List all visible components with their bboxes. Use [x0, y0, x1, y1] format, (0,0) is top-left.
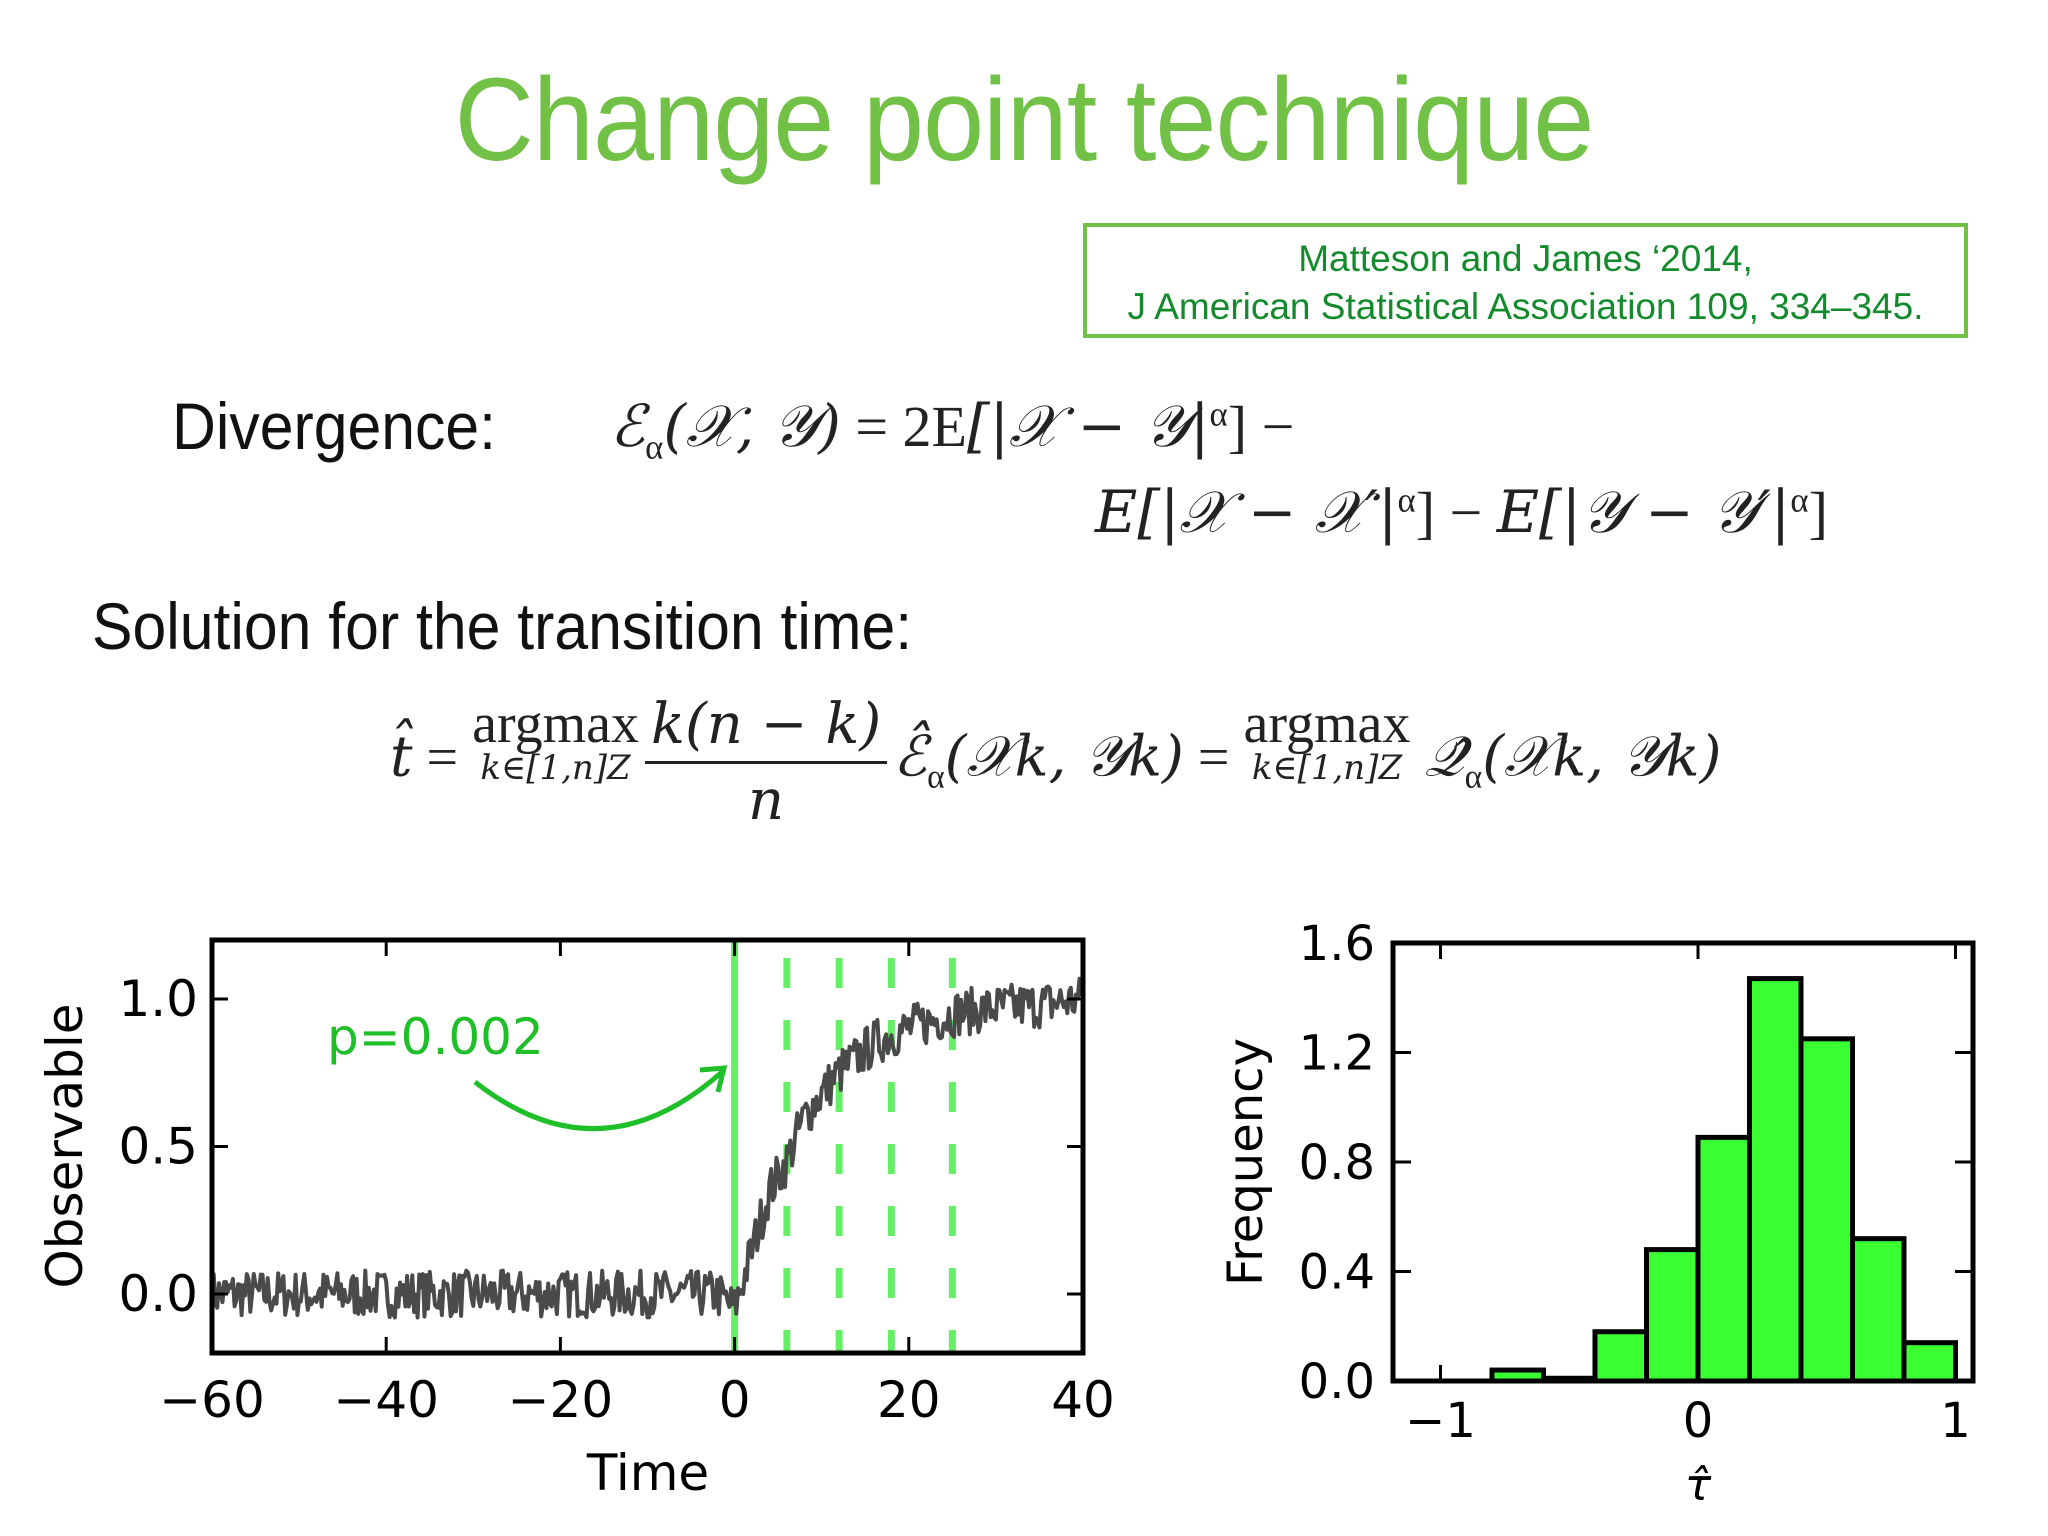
x-tick-label: 40: [1051, 1371, 1115, 1429]
axis-ticks: −1 0 1 0.0 0.4 0.8 1.2 1.6: [1299, 916, 1973, 1449]
axis-ticks: −60 −40 −20 0 20 40 0.0 0.5 1.0: [118, 940, 1115, 1429]
histogram-bar: [1695, 1134, 1752, 1384]
x-tick-label: −40: [333, 1371, 439, 1429]
divergence-formula-line-2: E[|𝒳 − 𝒳′|α] − E[|𝒴 − 𝒴′|α]: [1095, 478, 1828, 546]
citation-box: Matteson and James ‘2014, J American Sta…: [1083, 223, 1968, 338]
histogram-chart: −1 0 1 0.0 0.4 0.8 1.2 1.6 τ̂ Frequency: [1218, 916, 1976, 1511]
histogram-bar: [1747, 976, 1804, 1384]
y-tick-label: 0.0: [118, 1265, 198, 1323]
citation-line-2: J American Statistical Association 109, …: [1127, 286, 1924, 327]
divergence-label: Divergence:: [172, 389, 496, 463]
x-tick-label: 0: [1683, 1393, 1714, 1449]
change-point-lines: [731, 940, 956, 1353]
x-axis-label: Time: [586, 1444, 709, 1502]
time-series-chart: −60 −40 −20 0 20 40 0.0 0.5 1.0 p=0.002 Time Obs…: [36, 937, 1115, 1502]
arrow-head-icon: [699, 1065, 728, 1093]
histogram-bar: [1798, 1036, 1855, 1384]
y-axis-label: Observable: [36, 1003, 94, 1288]
slide-title: Change point technique: [454, 54, 1595, 186]
observable-series: [210, 976, 1084, 1320]
x-tick-label: −60: [159, 1371, 265, 1429]
solution-label: Solution for the transition time:: [92, 589, 913, 663]
histogram-bar: [1644, 1247, 1701, 1384]
y-tick-label: 0.4: [1299, 1245, 1375, 1301]
x-tick-label: −1: [1405, 1393, 1476, 1449]
histogram-bar: [1901, 1340, 1958, 1384]
y-tick-label: 1.0: [118, 970, 198, 1028]
x-axis-label: τ̂: [1685, 1460, 1712, 1511]
x-tick-label: 1: [1940, 1393, 1971, 1449]
x-tick-label: 0: [719, 1371, 751, 1429]
solution-formula: t̂ = argmax k∈[1,n]Z k(n − k) n ℰ̂α(𝒳k, 𝒴k) …: [390, 692, 1722, 833]
histogram-bar: [1850, 1236, 1907, 1384]
y-tick-label: 1.6: [1299, 916, 1375, 972]
y-tick-label: 1.2: [1299, 1026, 1375, 1082]
fraction: k(n − k) n: [645, 692, 888, 833]
y-axis-label: Frequency: [1218, 1038, 1274, 1286]
divergence-formula-line-1: ℰα(𝒳, 𝒴) = 2E[|𝒳 − 𝒴|α] −: [610, 392, 1295, 467]
y-tick-label: 0.0: [1299, 1354, 1375, 1410]
x-tick-label: 20: [877, 1371, 941, 1429]
y-tick-label: 0.5: [118, 1118, 198, 1176]
citation-line-1: Matteson and James ‘2014,: [1298, 238, 1753, 279]
histogram-bars: [1489, 976, 1958, 1384]
annotation-arrow: [473, 1070, 724, 1131]
p-value-annotation: p=0.002: [327, 1008, 544, 1066]
x-tick-label: −20: [508, 1371, 614, 1429]
y-tick-label: 0.8: [1299, 1135, 1375, 1191]
histogram-bar: [1592, 1329, 1649, 1384]
